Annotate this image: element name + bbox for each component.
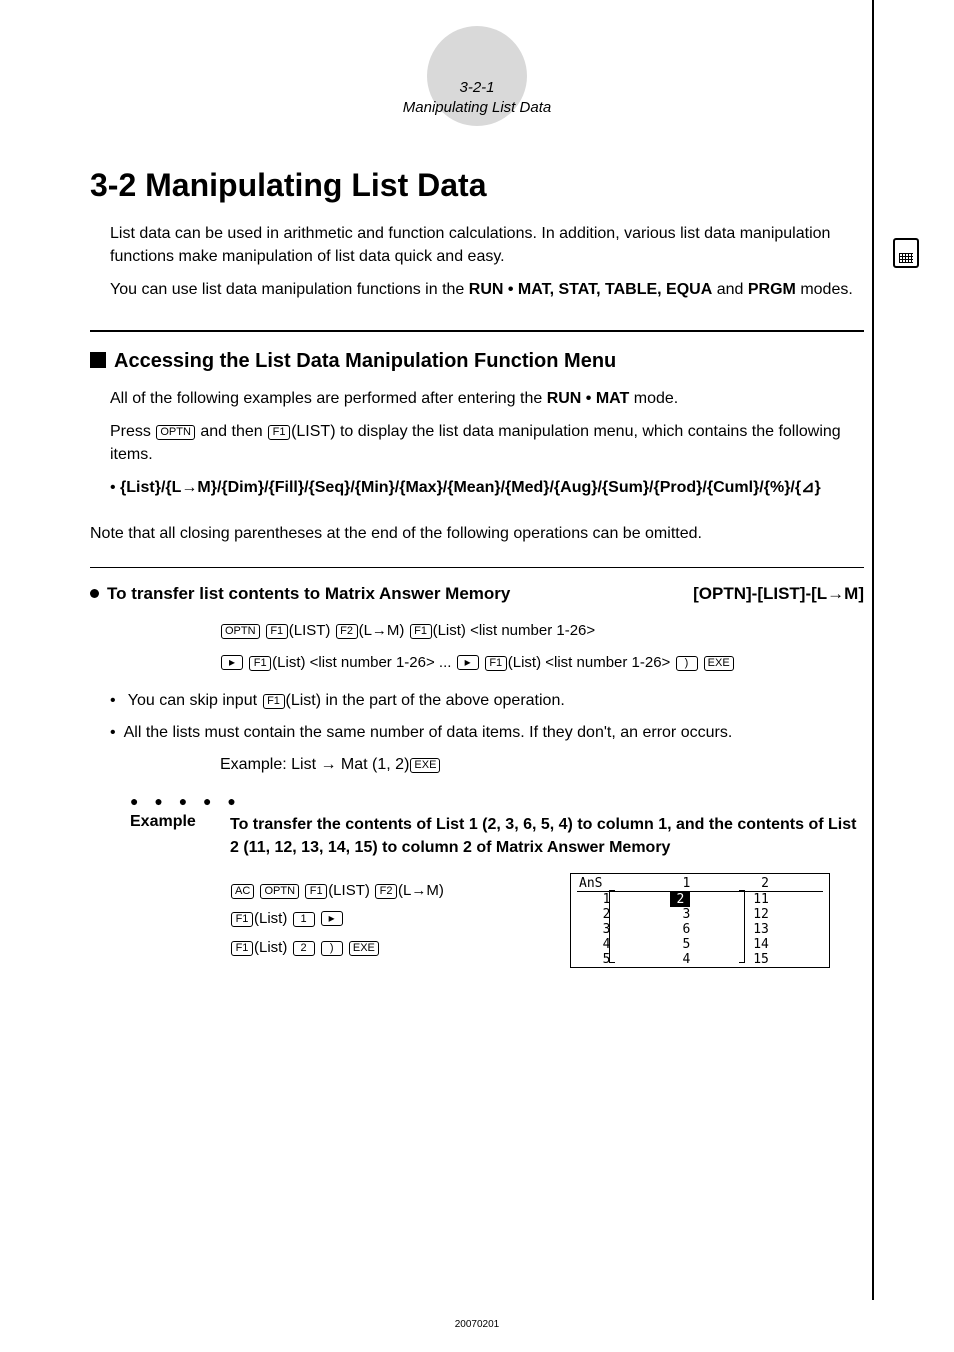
header-section-num: 3-2-1 bbox=[90, 78, 864, 98]
p2-pre: Press bbox=[110, 423, 155, 440]
note-paragraph: Note that all closing parentheses at the… bbox=[90, 522, 864, 545]
h2-text: Accessing the List Data Manipulation Fun… bbox=[114, 350, 616, 372]
intro2-pre: You can use list data manipulation funct… bbox=[110, 281, 469, 298]
calc-r3-c1: 6 bbox=[612, 922, 700, 937]
intro2-and: and bbox=[712, 281, 748, 298]
header-section-title: Manipulating List Data bbox=[90, 98, 864, 118]
op-line-2: ▸ F1(List) <list number 1-26> ... ▸ F1(L… bbox=[220, 650, 864, 676]
op1-t3: (L→M) bbox=[359, 622, 405, 639]
key-f1b: F1 bbox=[410, 624, 432, 639]
p1: All of the following examples are perfor… bbox=[110, 387, 864, 410]
p1-mode: RUN • MAT bbox=[547, 390, 630, 407]
p1-pre: All of the following examples are perfor… bbox=[110, 390, 547, 407]
key-optn: OPTN bbox=[221, 624, 260, 639]
calc-r5-n: 5 bbox=[577, 952, 612, 967]
key-comma3: ▸ bbox=[321, 911, 343, 926]
example-text: To transfer the contents of List 1 (2, 3… bbox=[230, 813, 864, 859]
page-title: 3-2 Manipulating List Data bbox=[90, 167, 864, 204]
key-f1f: F1 bbox=[231, 912, 253, 927]
op1-t4: (List) <list number 1-26> bbox=[433, 622, 596, 639]
bracket-left bbox=[609, 890, 615, 963]
key-paren: ) bbox=[676, 656, 698, 671]
optn-key: OPTN bbox=[156, 425, 195, 440]
sub-heading-path: [OPTN]-[LIST]-[L→M] bbox=[693, 584, 864, 604]
black-square-icon bbox=[90, 352, 106, 368]
key-paren2: ) bbox=[321, 941, 343, 956]
key-exe2: EXE bbox=[349, 941, 379, 956]
op-line-1: OPTN F1(LIST) F2(L→M) F1(List) <list num… bbox=[220, 618, 864, 644]
key-f1: F1 bbox=[266, 624, 288, 639]
calc-screen: AnS 1 2 1211 2312 3613 4514 5415 bbox=[570, 873, 830, 968]
header-text: 3-2-1 Manipulating List Data bbox=[90, 30, 864, 117]
calc-r2-n: 2 bbox=[577, 907, 612, 922]
footer: 20070201 bbox=[0, 1319, 954, 1330]
calc-r1-c1: 2 bbox=[612, 891, 700, 907]
key-f1e: F1 bbox=[305, 884, 327, 899]
bracket-right bbox=[739, 890, 745, 963]
intro2-last: PRGM bbox=[748, 281, 796, 298]
b1-pre: You can skip input bbox=[128, 692, 262, 709]
intro-paragraph-1: List data can be used in arithmetic and … bbox=[110, 222, 864, 268]
p2: Press OPTN and then F1(LIST) to display … bbox=[110, 420, 864, 466]
sub-heading: To transfer list contents to Matrix Answ… bbox=[90, 584, 864, 604]
key-f1g: F1 bbox=[231, 941, 253, 956]
key-2: 2 bbox=[293, 941, 315, 956]
exop1-t4: (L→M) bbox=[398, 882, 444, 899]
key-f1c: F1 bbox=[249, 656, 271, 671]
key-exe: EXE bbox=[704, 656, 734, 671]
calc-r4-c1: 5 bbox=[612, 937, 700, 952]
menu-items: {List}/{L→M}/{Dim}/{Fill}/{Seq}/{Min}/{M… bbox=[120, 479, 821, 496]
inline-ex-pre: Example: List → Mat (1, 2) bbox=[220, 756, 409, 773]
divider-thick-1 bbox=[90, 330, 864, 332]
calc-r5-c1: 4 bbox=[612, 952, 700, 967]
b1-key: F1 bbox=[263, 694, 285, 709]
intro2-tail: modes. bbox=[796, 281, 853, 298]
calc-ans-label: AnS bbox=[577, 876, 612, 892]
op2-t2: (List) <list number 1-26> ... bbox=[272, 654, 455, 671]
section-heading: Accessing the List Data Manipulation Fun… bbox=[90, 350, 864, 373]
calc-sel: 2 bbox=[670, 892, 690, 907]
op2-t4: (List) <list number 1-26> bbox=[508, 654, 675, 671]
bullet-2: All the lists must contain the same numb… bbox=[110, 721, 864, 745]
calc-r2-c1: 3 bbox=[612, 907, 700, 922]
p1-post: mode. bbox=[629, 390, 678, 407]
intro2-modes: RUN • MAT, STAT, TABLE, EQUA bbox=[469, 281, 713, 298]
dots-row: ● ● ● ● ● bbox=[130, 793, 864, 809]
calc-r1-n: 1 bbox=[577, 891, 612, 907]
key-f1d: F1 bbox=[485, 656, 507, 671]
key-optn2: OPTN bbox=[260, 884, 299, 899]
key-comma2: ▸ bbox=[457, 655, 479, 670]
inline-example: Example: List → Mat (1, 2)EXE bbox=[220, 753, 864, 776]
bullet-1: You can skip input F1(List) in the part … bbox=[110, 689, 864, 713]
key-comma: ▸ bbox=[221, 655, 243, 670]
key-ac: AC bbox=[231, 884, 254, 899]
sub-heading-text: To transfer list contents to Matrix Answ… bbox=[107, 584, 510, 603]
menu-items-row: • {List}/{L→M}/{Dim}/{Fill}/{Seq}/{Min}/… bbox=[110, 476, 864, 500]
bullet-dot-icon bbox=[90, 589, 99, 598]
calc-r4-n: 4 bbox=[577, 937, 612, 952]
op1-t2: (LIST) bbox=[289, 622, 331, 639]
exop2-t1: (List) bbox=[254, 910, 287, 927]
intro-paragraph-2: You can use list data manipulation funct… bbox=[110, 278, 864, 301]
key-f2: F2 bbox=[336, 624, 358, 639]
calc-col-1: 1 bbox=[612, 876, 700, 892]
exop1-t3: (LIST) bbox=[328, 882, 370, 899]
key-1: 1 bbox=[293, 912, 315, 927]
divider-thin-1 bbox=[90, 567, 864, 568]
b1-post: (List) in the part of the above operatio… bbox=[286, 692, 565, 709]
f1-key: F1 bbox=[268, 425, 290, 440]
exop3-t1: (List) bbox=[254, 939, 287, 956]
page-content: 3-2-1 Manipulating List Data 3-2 Manipul… bbox=[0, 0, 954, 1002]
p2-mid1: and then bbox=[196, 423, 267, 440]
calc-r3-n: 3 bbox=[577, 922, 612, 937]
example-row: Example To transfer the contents of List… bbox=[130, 813, 864, 859]
key-f2b: F2 bbox=[375, 884, 397, 899]
example-label: Example bbox=[130, 813, 230, 859]
inline-ex-key: EXE bbox=[410, 758, 440, 773]
